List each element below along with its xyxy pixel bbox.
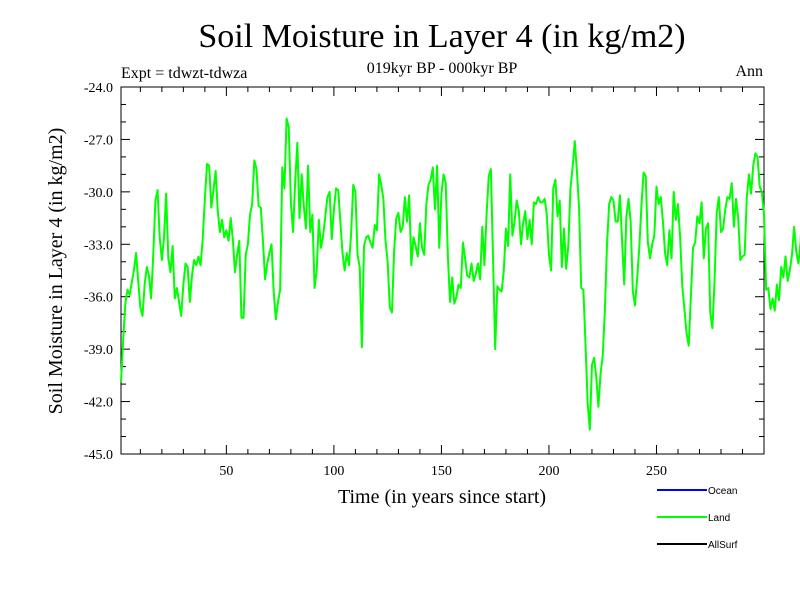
x-tick-label: 150: [431, 464, 452, 479]
y-tick-label: -30.0: [84, 186, 113, 201]
y-tick-label: -24.0: [84, 81, 113, 96]
chart-title: Soil Moisture in Layer 4 (in kg/m2): [198, 18, 685, 55]
plot-frame: [120, 86, 765, 455]
y-tick-label: -33.0: [84, 238, 113, 253]
series-line-land: [120, 117, 800, 431]
x-tick-label: 50: [219, 464, 233, 479]
x-tick-label: 100: [323, 464, 344, 479]
x-tick-label: 200: [538, 464, 559, 479]
legend-label-ocean: Ocean: [708, 486, 737, 497]
series-layer: [120, 117, 800, 431]
legend: Ocean Land AllSurf: [657, 486, 738, 551]
legend-label-land: Land: [708, 513, 730, 524]
x-axis-label: Time (in years since start): [338, 486, 546, 508]
legend-label-allsurf: AllSurf: [708, 540, 738, 551]
y-tick-labels: -24.0 -27.0 -30.0 -33.0 -36.0 -39.0 -42.0 -45.0: [84, 81, 113, 463]
period-label: Ann: [735, 63, 763, 80]
y-tick-label: -42.0: [84, 396, 113, 411]
chart-subtitle: 019kyr BP - 000kyr BP: [367, 60, 518, 77]
y-tick-label: -27.0: [84, 133, 113, 148]
experiment-label: Expt = tdwzt-tdwza: [121, 65, 247, 82]
y-axis-label: Soil Moisture in Layer 4 (in kg/m2): [45, 128, 67, 415]
y-tick-label: -36.0: [84, 291, 113, 306]
axis-ticks: [121, 86, 764, 455]
y-tick-label: -39.0: [84, 343, 113, 358]
x-tick-label: 250: [646, 464, 667, 479]
y-tick-label: -45.0: [84, 448, 113, 463]
x-tick-labels: 50 100 150 200 250: [219, 464, 667, 479]
